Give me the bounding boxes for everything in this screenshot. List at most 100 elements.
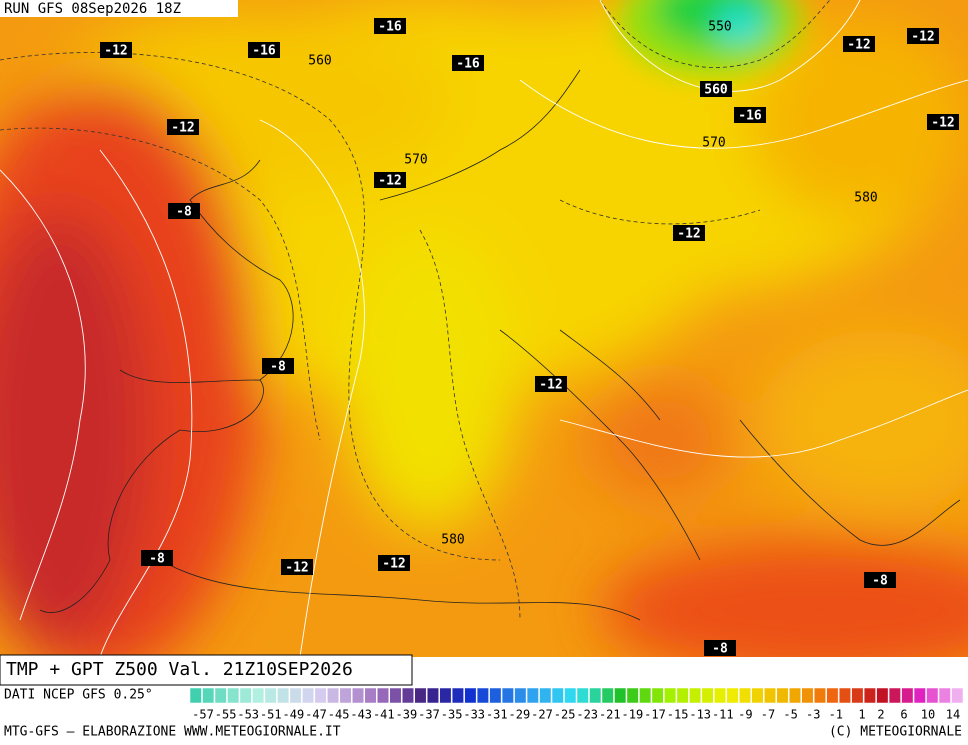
temp-label-box [141,550,173,566]
temp-label-box [374,172,406,188]
temp-label: -8 [149,552,165,567]
scale-label: -9 [738,708,752,722]
scale-swatch [788,687,801,704]
temp-label: -8 [712,642,728,657]
temp-label: -12 [378,174,401,189]
temp-label: -12 [847,38,870,53]
scale-label: -47 [305,708,327,722]
scale-swatch [776,687,789,704]
scale-label: 1 [858,708,865,722]
temp-label-box [378,555,410,571]
scale-swatch [327,687,340,704]
temp-label-box [262,358,294,374]
scale-swatch [901,687,914,704]
scale-label: -31 [486,708,508,722]
temp-label: -12 [677,227,700,242]
temp-label-box [700,81,732,97]
scale-label: -57 [192,708,214,722]
scale-swatch [664,687,677,704]
coastlines [39,69,961,621]
temp-label-box [535,376,567,392]
scale-swatch [414,687,427,704]
scale-label: 6 [900,708,907,722]
scale-swatch [813,687,826,704]
temp-label: -12 [931,116,954,131]
scale-label: -3 [806,708,820,722]
scale-swatch [189,687,202,704]
temp-label: -12 [382,557,405,572]
scale-label: -15 [667,708,689,722]
scale-swatch [913,687,926,704]
temp-label: -8 [176,205,192,220]
scale-swatch [277,687,290,704]
scale-swatch [938,687,951,704]
product-box [0,654,413,686]
temp-label: -8 [270,360,286,375]
scale-swatch [564,687,577,704]
scale-swatch [551,687,564,704]
temp-label: -16 [738,109,762,124]
scale-label: -33 [463,708,485,722]
scale-swatch [314,687,327,704]
scale-swatch [751,687,764,704]
temp-label-box [167,119,199,135]
scale-swatch [464,687,477,704]
temp-label-box [281,559,313,575]
temp-label: -12 [911,30,934,45]
color-scale: -57 -55 -53 -51 -49 -47 -45 -43 -41 -39 -37 -35 -33-… [189,687,964,722]
scale-label: -13 [689,708,711,722]
gpt-label: 580 [441,533,464,548]
scale-swatch [377,687,389,704]
scale-swatch [876,687,889,704]
scale-label: -37 [418,708,440,722]
scale-label: -5 [783,708,797,722]
temp-label-box [734,107,766,123]
scale-label: -39 [396,708,418,722]
scale-swatch [539,687,552,704]
scale-label: -45 [328,708,350,722]
temp-label-box [248,42,280,58]
scale-swatch [651,687,664,704]
scale-swatch [589,687,602,704]
temp-label: -16 [252,44,276,59]
scale-label: 10 [921,708,935,722]
scale-swatch [227,687,240,704]
temp-label: 560 [704,83,728,98]
map-labels: -16 -12 -16 -16 -12 -12 -16 -12 -12 -12 -8 -12 -8 -12… [100,18,959,657]
run-label: RUN GFS 08Sep2026 18Z [4,1,181,17]
scale-swatch [439,687,452,704]
temp-label: -12 [539,378,562,393]
scale-swatch [676,687,689,704]
scale-swatch [526,687,539,704]
scale-swatch [489,687,502,704]
scale-swatch [389,687,402,704]
scale-swatch [289,687,302,704]
temp-label: -12 [171,121,194,136]
temp-label: -12 [104,44,127,59]
scale-swatch [514,687,527,704]
scale-swatch [451,687,464,704]
scale-swatch [863,687,876,704]
scale-swatch [926,687,939,704]
gpt-label: 560 [308,54,331,69]
scale-swatch [726,687,739,704]
scale-swatch [851,687,864,704]
isohypses [0,0,968,657]
scale-label: -11 [712,708,734,722]
temp-label: -16 [456,57,480,72]
scale-label: -1 [829,708,843,722]
scale-label: -35 [441,708,463,722]
temp-label: -12 [285,561,308,576]
scale-swatch [364,687,377,704]
scale-swatch [252,687,265,704]
run-box [0,0,238,17]
scale-label: -19 [622,708,644,722]
temp-label-box [864,572,896,588]
temp-label-box [907,28,939,44]
scale-swatch [764,687,776,704]
scale-swatch [202,687,215,704]
temp-label: -16 [378,20,402,35]
scale-swatch [501,687,514,704]
scale-swatch [689,687,702,704]
